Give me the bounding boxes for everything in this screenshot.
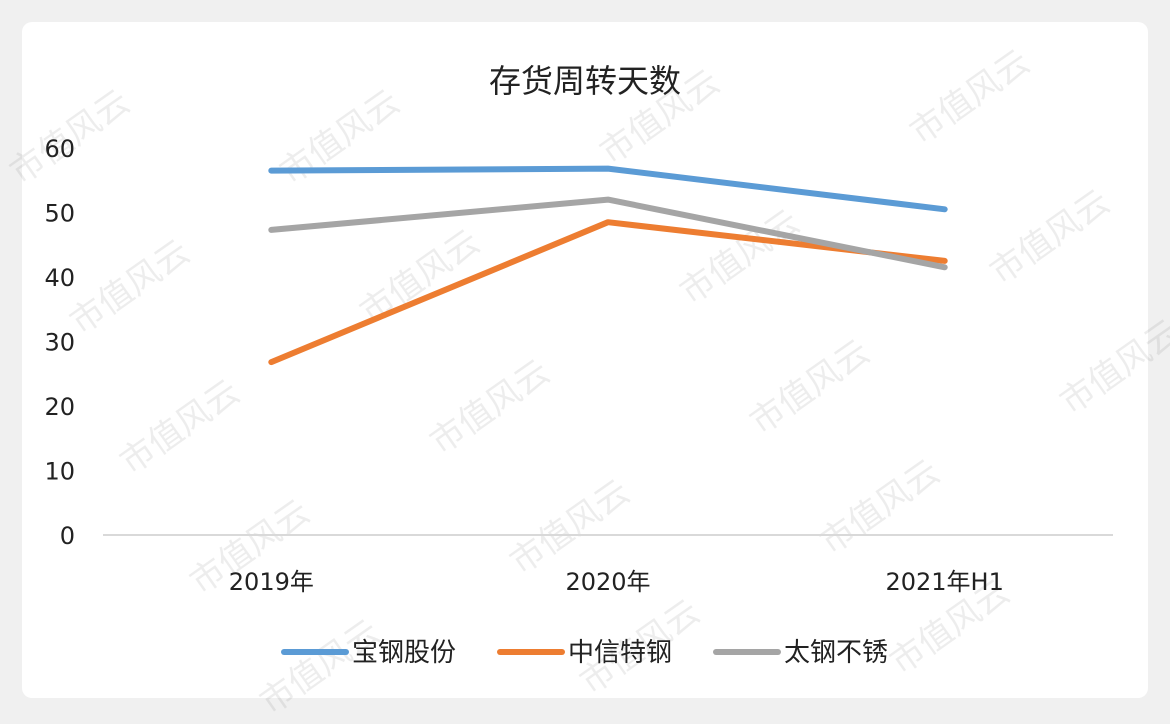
- legend-label: 太钢不锈: [784, 638, 888, 668]
- series-line-3: [268, 196, 948, 271]
- y-tick-label: 0: [60, 522, 75, 550]
- chart-title: 存货周转天数: [489, 62, 681, 100]
- series-line-1: [268, 165, 948, 213]
- legend-label: 中信特钢: [568, 638, 672, 668]
- y-tick-label: 10: [44, 458, 75, 486]
- y-tick-label: 60: [44, 135, 75, 163]
- series-lines: [268, 165, 948, 366]
- y-tick-label: 40: [44, 264, 75, 292]
- legend-label: 宝钢股份: [352, 638, 456, 668]
- series-line-2: [268, 219, 948, 366]
- y-tick-label: 20: [44, 393, 75, 421]
- legend: 宝钢股份 中信特钢 太钢不锈: [281, 638, 888, 668]
- x-axis: 2019年 2020年 2021年H1: [229, 568, 1004, 596]
- x-tick-label: 2019年: [229, 568, 314, 596]
- y-tick-label: 30: [44, 329, 75, 357]
- chart-card: [22, 22, 1148, 698]
- x-tick-label: 2021年H1: [885, 568, 1003, 596]
- x-tick-label: 2020年: [565, 568, 650, 596]
- y-axis: 0 10 20 30 40 50 60: [44, 135, 75, 550]
- y-tick-label: 50: [44, 200, 75, 228]
